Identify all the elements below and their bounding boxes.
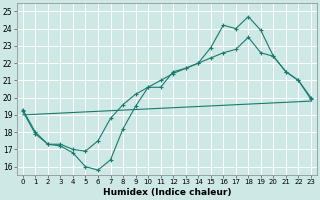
X-axis label: Humidex (Indice chaleur): Humidex (Indice chaleur)	[103, 188, 231, 197]
